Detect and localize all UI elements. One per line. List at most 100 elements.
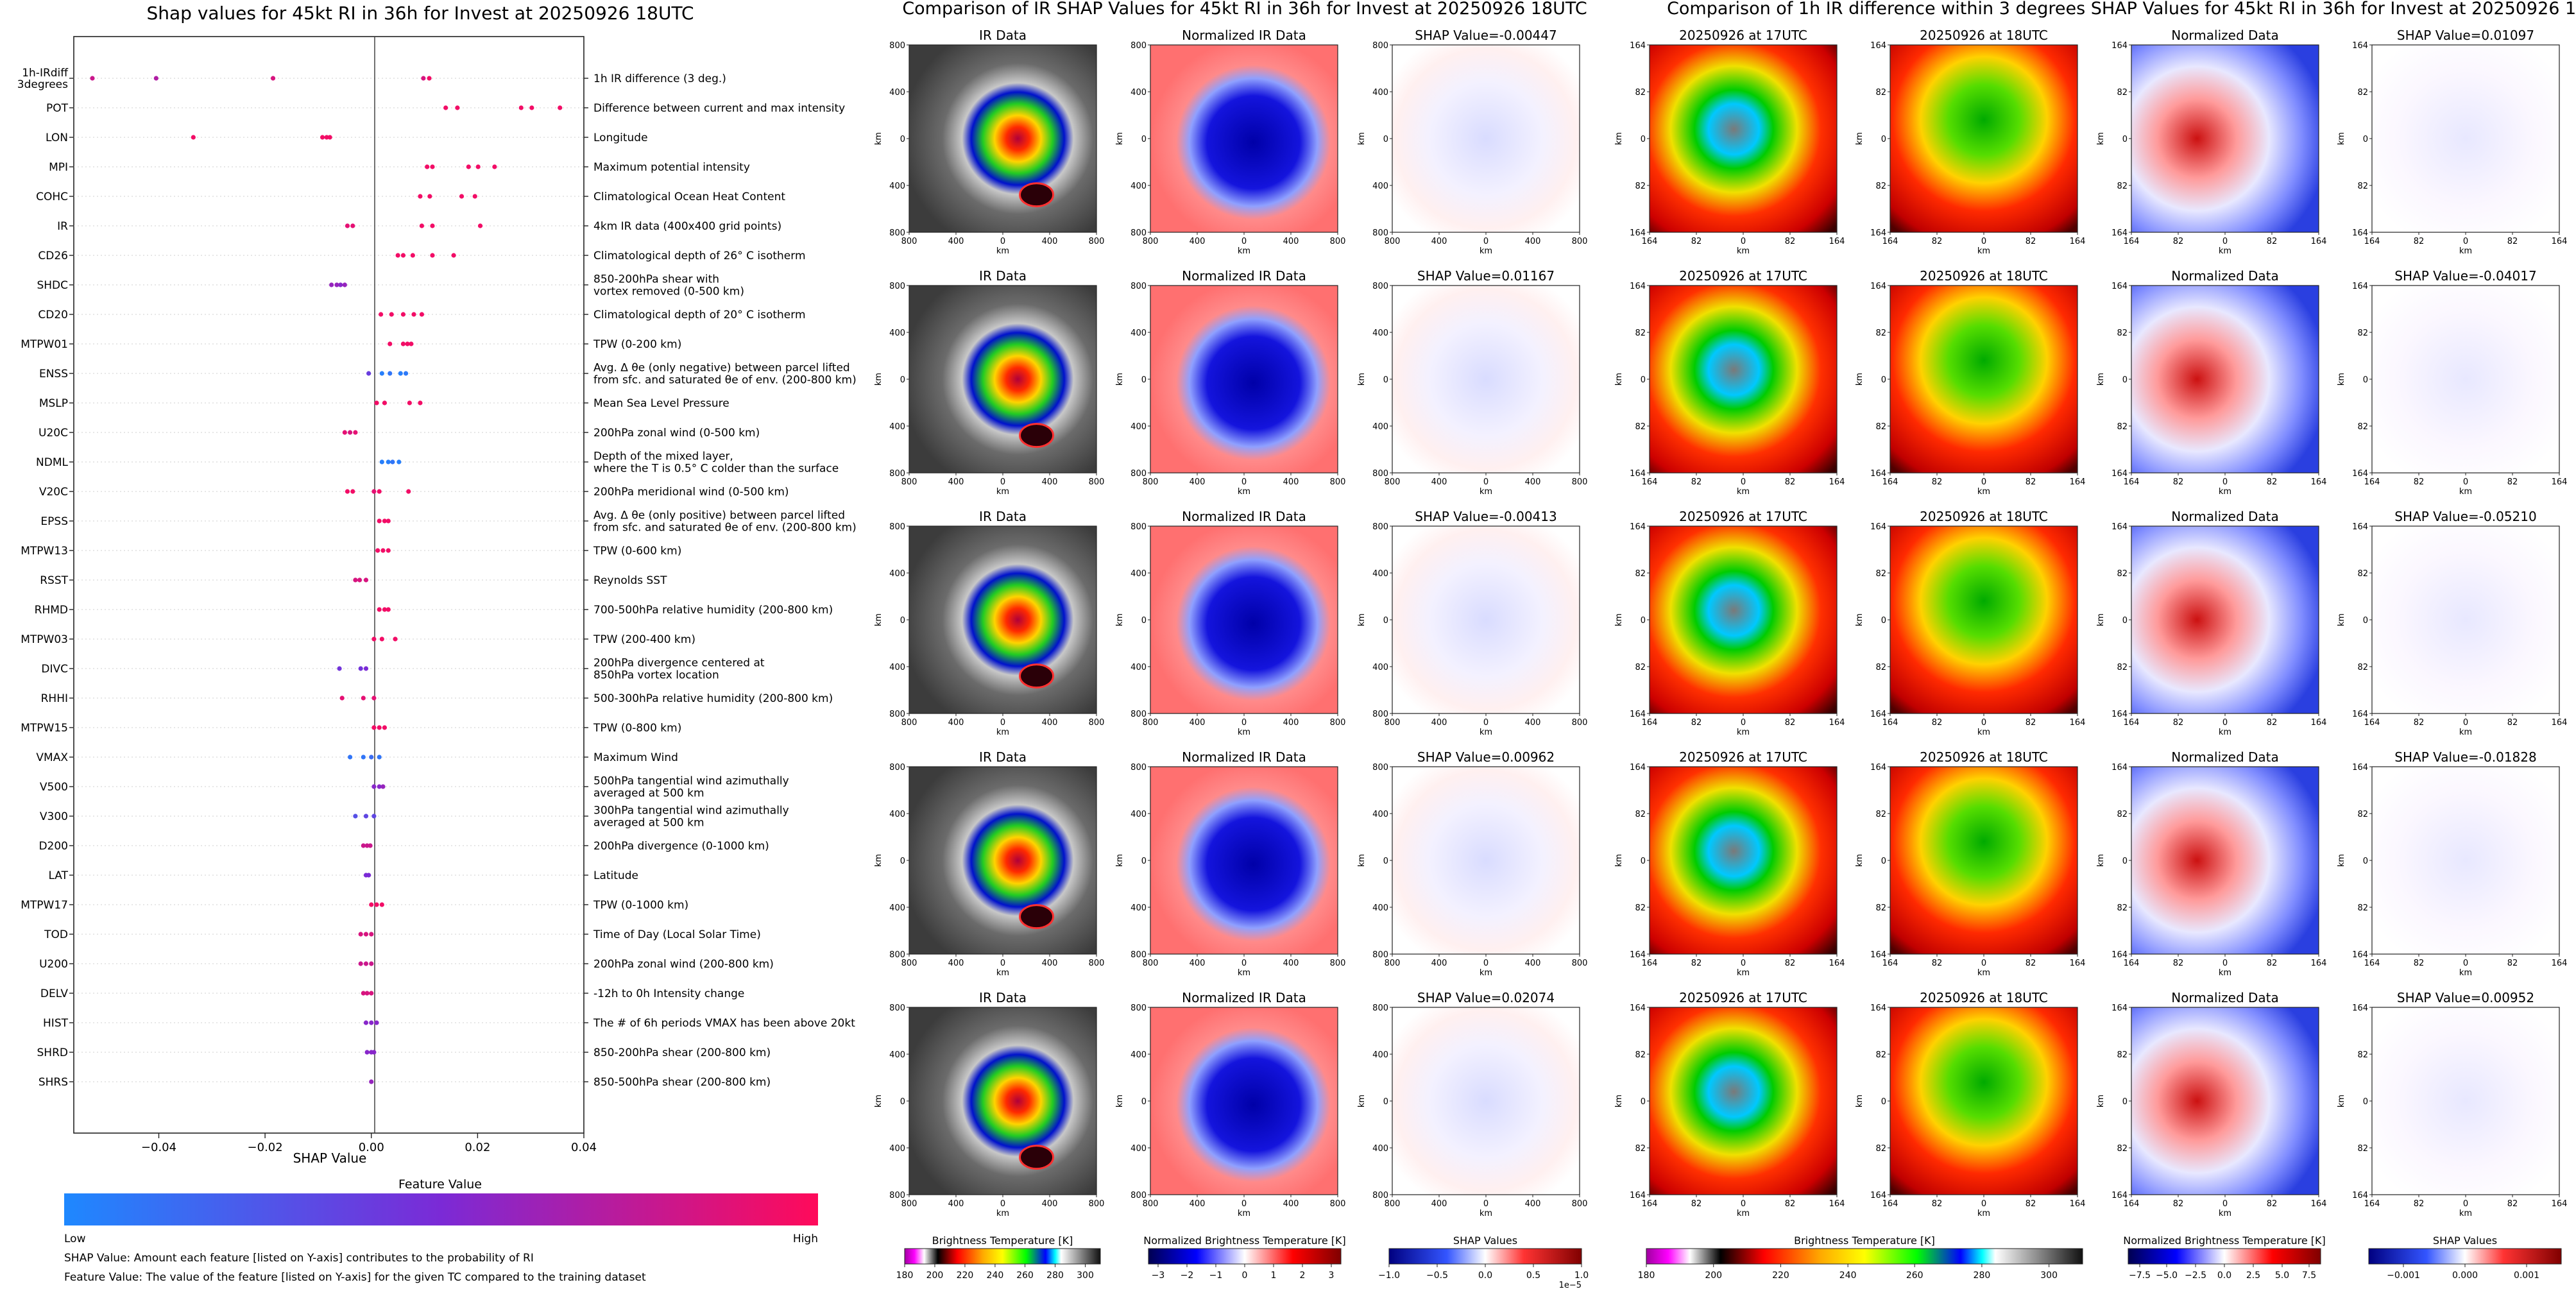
feature-description-label: Mean Sea Level Pressure (593, 397, 729, 410)
panel-y-tick-label: 82 (1875, 663, 1886, 672)
panel-y-tick-label: 164 (1630, 763, 1646, 773)
storm-core (1019, 1145, 1055, 1170)
panel-x-tick-label: 400 (1431, 718, 1447, 728)
panel-x-tick-label: 82 (1691, 718, 1702, 728)
panel-x-tick-label: 0 (1741, 477, 1746, 487)
panel-x-unit: km (1737, 487, 1750, 497)
colorbar-low-label: Low (64, 1233, 86, 1245)
panel-y-tick-label: 800 (889, 710, 905, 719)
feature-description-label: Latitude (593, 869, 638, 882)
panel-y-tick-label: 82 (2357, 810, 2368, 819)
feature-code-label: IR (57, 220, 68, 233)
feature-description-label: 200hPa zonal wind (200-800 km) (593, 958, 774, 971)
panel-x-unit: km (1737, 968, 1750, 978)
panel-title: Normalized Data (2171, 749, 2279, 765)
panel-x-tick-label: 164 (2070, 237, 2086, 246)
panel-x-unit: km (1480, 487, 1492, 497)
panel-x-tick-label: 400 (1431, 1199, 1447, 1209)
shap-point (398, 371, 403, 376)
panel-y-tick-label: 82 (1875, 422, 1886, 432)
panel-x-tick-label: 400 (948, 477, 964, 487)
panel-image (908, 1007, 1097, 1195)
panel-y-tick-label: 400 (1130, 88, 1147, 98)
panel-x-tick-label: 164 (2364, 959, 2380, 968)
panel-title: SHAP Value=0.01167 (1417, 268, 1555, 284)
shap-point (327, 135, 332, 140)
shap-point (427, 76, 432, 81)
panel-title: IR Data (979, 990, 1027, 1005)
colorbar-label: Normalized Brightness Temperature [K] (2123, 1234, 2326, 1247)
shap-point (357, 577, 363, 583)
panel-y-unit: km (1614, 854, 1624, 867)
feature-code-label: V500 (40, 781, 68, 794)
feature-value-colorbar (64, 1193, 818, 1225)
shap-point (411, 312, 416, 317)
panel-x-unit: km (2219, 246, 2231, 256)
ir-comparison-title: Comparison of IR SHAP Values for 45kt RI… (902, 0, 1587, 19)
panel-x-tick-label: 82 (1691, 477, 1702, 487)
panel-y-tick-label: 0 (1641, 135, 1646, 144)
shap-point (369, 755, 374, 760)
panel-x-tick-label: 82 (1785, 718, 1796, 728)
panel-title: IR Data (979, 509, 1027, 524)
shap-points (90, 76, 563, 1084)
panel-x-tick-label: 82 (2414, 1199, 2425, 1209)
panel-x-unit: km (1238, 968, 1250, 978)
shap-point (345, 489, 350, 494)
image-panel: 20250926 at 18UTC1641648282008282164164k… (1855, 749, 2085, 978)
x-tick-label: −0.04 (141, 1141, 176, 1154)
feature-code-label: V20C (39, 486, 68, 499)
panel-y-tick-label: 800 (889, 950, 905, 960)
panel-y-tick-label: 164 (2352, 469, 2368, 479)
panel-y-tick-label: 82 (2117, 422, 2128, 432)
panel-x-tick-label: 82 (1932, 1199, 1943, 1209)
panel-title: SHAP Value=-0.04017 (2394, 268, 2536, 284)
image-panel: SHAP Value=0.009628008004004000040040080… (1357, 749, 1587, 978)
feature-code-label: MTPW13 (21, 545, 68, 558)
panel-x-tick-label: 82 (2414, 237, 2425, 246)
panel-y-tick-label: 82 (2357, 88, 2368, 98)
panel-x-unit: km (1977, 968, 1990, 978)
shap-point (363, 814, 369, 819)
panel-y-tick-label: 800 (1130, 763, 1147, 773)
shap-point (400, 312, 406, 317)
colorbar-tick-label: −2.5 (2185, 1270, 2206, 1281)
panel-y-tick-label: 164 (1630, 1003, 1646, 1013)
shap-point (386, 548, 391, 553)
panel-y-tick-label: 164 (2352, 710, 2368, 719)
panel-y-tick-label: 800 (1130, 41, 1147, 51)
panel-y-tick-label: 82 (1635, 422, 1646, 432)
panel-image (2371, 766, 2560, 955)
panel-x-tick-label: 800 (1330, 477, 1346, 487)
feature-description-label: 850-500hPa shear (200-800 km) (593, 1076, 771, 1089)
panel-image (1150, 766, 1338, 955)
shap-point (320, 135, 325, 140)
feature-description-label: 850-200hPa shear (200-800 km) (593, 1046, 771, 1059)
feature-description-label: 200hPa zonal wind (0-500 km) (593, 427, 760, 440)
colorbar-tick-label: −2 (1181, 1270, 1194, 1281)
shap-point (363, 932, 369, 937)
panel-y-tick-label: 800 (1372, 763, 1388, 773)
panel-y-unit: km (1614, 373, 1624, 386)
panel-y-tick-label: 800 (1130, 469, 1147, 479)
panel-y-tick-label: 0 (900, 857, 905, 866)
panel-x-tick-label: 164 (2124, 477, 2140, 487)
shap-point (153, 76, 158, 81)
panel-x-tick-label: 0 (1981, 477, 1986, 487)
panel-image (1649, 766, 1838, 955)
shap-point (369, 902, 374, 907)
panel-y-tick-label: 0 (900, 616, 905, 626)
panel-image (908, 766, 1097, 955)
panel-y-tick-label: 800 (1372, 41, 1388, 51)
shap-point (418, 400, 423, 405)
panel-y-unit: km (1357, 373, 1367, 386)
feature-code-label: DIVC (41, 663, 68, 676)
panel-y-tick-label: 800 (889, 763, 905, 773)
panel-image (908, 285, 1097, 474)
panel-title: Normalized Data (2171, 28, 2279, 43)
panel-y-tick-label: 800 (889, 1191, 905, 1200)
shap-point (427, 194, 432, 199)
panel-x-tick-label: 0 (2463, 959, 2468, 968)
shap-point (369, 961, 374, 966)
